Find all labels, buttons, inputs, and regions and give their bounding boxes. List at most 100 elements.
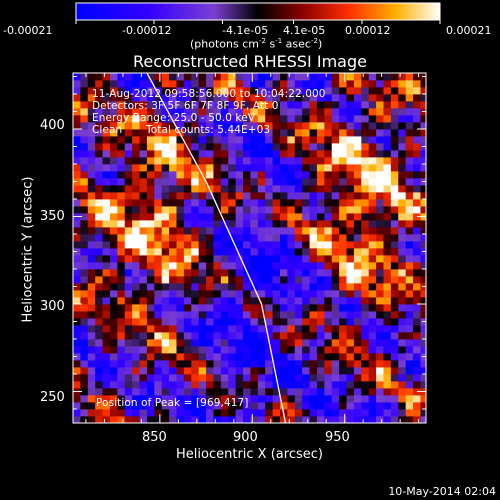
heatmap-cell [191,276,200,284]
heatmap-cell [413,290,421,298]
heatmap-cell [346,122,355,130]
heatmap-cell [331,353,340,361]
heatmap-cell [213,136,222,144]
heatmap-cell [302,367,310,375]
heatmap-cell [213,283,222,291]
heatmap-cell [420,332,426,340]
heatmap-cell [257,115,266,123]
heatmap-cell [243,185,251,193]
heatmap-cell [390,87,399,95]
heatmap-cell [309,213,318,221]
heatmap-cell [154,353,163,361]
heatmap-cell [161,192,170,200]
heatmap-cell [87,346,96,354]
heatmap-cell [331,213,340,221]
heatmap-cell [309,388,318,396]
heatmap-cell [109,150,118,158]
heatmap-cell [390,143,399,151]
heatmap-cell [272,185,281,193]
heatmap-cell [243,311,251,319]
heatmap-cell [368,346,377,354]
heatmap-cell [161,339,170,347]
units-exponent: -2 [310,37,318,45]
heatmap-cell [376,178,384,186]
heatmap-cell [331,374,340,382]
heatmap-cell [176,388,185,396]
heatmap-cell [265,199,273,207]
heatmap-cell [109,402,118,410]
heatmap-cell [361,94,370,102]
heatmap-cell [368,325,377,333]
heatmap-cell [117,360,126,368]
heatmap-cell [206,311,214,319]
heatmap-cell [95,283,103,291]
heatmap-cell [405,255,414,263]
heatmap-cell [191,129,200,137]
heatmap-cell [176,318,185,326]
heatmap-cell [176,178,185,186]
heatmap-cell [398,276,407,284]
heatmap-cell [124,416,133,423]
heatmap-cell [73,206,81,214]
heatmap-cell [287,171,296,179]
heatmap-cell [117,409,126,417]
heatmap-cell [279,374,288,382]
heatmap-cell [368,283,377,291]
heatmap-cell [176,241,185,249]
heatmap-cell [220,276,229,284]
heatmap-cell [302,325,310,333]
heatmap-cell [353,395,362,403]
heatmap-cell [279,255,288,263]
heatmap-cell [302,388,310,396]
heatmap-cell [265,318,273,326]
heatmap-cell [272,206,281,214]
heatmap-cell [390,262,399,270]
heatmap-cell [124,290,133,298]
heatmap-cell [302,185,310,193]
heatmap-cell [339,157,347,165]
heatmap-cell [376,332,384,340]
heatmap-cell [139,143,148,151]
heatmap-cell [95,94,103,102]
heatmap-cell [331,220,340,228]
heatmap-cell [331,255,340,263]
heatmap-cell [316,248,325,256]
heatmap-cell [80,220,89,228]
heatmap-cell [272,157,281,165]
heatmap-cell [213,353,222,361]
heatmap-cell [243,276,251,284]
heatmap-cell [420,409,426,417]
solar-limb-curve [146,73,287,423]
heatmap-cell [109,87,118,95]
heatmap-cell [368,143,377,151]
heatmap-cell [206,402,214,410]
heatmap-cell [287,143,296,151]
heatmap-cell [124,269,133,277]
heatmap-cell [161,353,170,361]
heatmap-cell [132,304,140,312]
heatmap-cell [361,164,370,172]
heatmap-cell [220,304,229,312]
heatmap-cell [102,332,111,340]
heatmap-cell [132,395,140,403]
heatmap-cell [154,374,163,382]
heatmap-cell [390,248,399,256]
heatmap-cell [191,262,200,270]
heatmap-cell [176,199,185,207]
heatmap-cell [368,304,377,312]
heatmap-cell [309,94,318,102]
heatmap-cell [102,220,111,228]
heatmap-cell [287,339,296,347]
heatmap-cell [228,87,237,95]
heatmap-cell [368,213,377,221]
heatmap-cell [176,206,185,214]
heatmap-cell [243,304,251,312]
heatmap-cell [376,360,384,368]
heatmap-cell [139,115,148,123]
heatmap-cell [191,87,200,95]
heatmap-cell [279,332,288,340]
heatmap-cell [413,192,421,200]
heatmap-cell [206,80,214,88]
units-part: (photons cm [190,37,259,51]
heatmap-cell [405,283,414,291]
